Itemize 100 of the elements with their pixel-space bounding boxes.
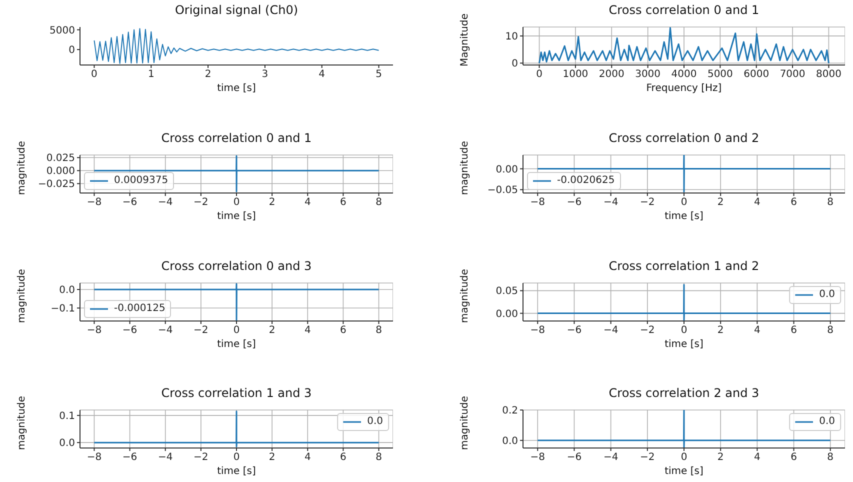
y-axis-title: magnitude	[460, 140, 470, 196]
x-tick-label: 0	[680, 452, 688, 464]
x-tick-label: −8	[86, 197, 102, 208]
x-tick-label: 0	[233, 197, 240, 208]
x-tick-label: 3000	[635, 69, 661, 80]
x-tick-label: 5	[376, 69, 382, 80]
line-series	[94, 28, 380, 64]
chart-title: Cross correlation 0 and 1	[160, 130, 313, 147]
x-axis-title: time [s]	[664, 466, 704, 477]
legend-label: 0.0009375	[114, 174, 168, 188]
x-tick-label: −4	[158, 325, 173, 336]
x-tick-label: −8	[86, 452, 102, 464]
x-axis-title: time [s]	[216, 339, 257, 350]
chart-title: Cross correlation 1 and 3	[160, 385, 313, 402]
x-tick-label: 8	[376, 197, 382, 208]
legend-label: 0.0	[367, 415, 383, 429]
x-tick-label: 0	[680, 325, 688, 336]
x-tick-label: 4	[318, 69, 326, 80]
y-tick-label: 0.1	[59, 410, 75, 422]
x-tick-label: 4	[304, 452, 311, 464]
x-tick-label: 8000	[816, 69, 842, 80]
x-axis-title: time [s]	[664, 211, 704, 222]
y-tick-label: 0.0	[502, 436, 518, 447]
x-tick-label: 6	[790, 452, 797, 464]
y-axis-title: Magnitude	[460, 14, 470, 66]
x-tick-label: 0	[91, 69, 98, 80]
y-axis-title: magnitude	[460, 268, 470, 324]
chart-title: Cross correlation 0 and 2	[608, 130, 760, 147]
x-tick-label: 1000	[562, 69, 588, 80]
y-tick-label: 0.05	[496, 286, 518, 298]
x-tick-label: 6000	[744, 69, 770, 80]
x-tick-label: −2	[640, 197, 655, 208]
x-tick-label: 2	[268, 325, 276, 336]
x-axis-title: time [s]	[216, 211, 257, 222]
x-tick-label: −4	[603, 325, 618, 336]
x-tick-label: 0	[680, 197, 688, 208]
x-tick-label: −8	[530, 452, 546, 464]
x-tick-label: 2	[204, 69, 212, 80]
y-axis-title: magnitude	[460, 396, 470, 450]
x-tick-label: 8	[376, 452, 382, 464]
x-axis-title: time [s]	[664, 339, 704, 350]
x-tick-label: −6	[122, 325, 138, 336]
x-axis-title: Frequency [Hz]	[645, 83, 723, 94]
x-tick-label: −4	[158, 197, 173, 208]
x-tick-label: 7000	[780, 69, 806, 80]
x-tick-label: 0	[233, 325, 240, 336]
x-tick-label: −4	[603, 197, 618, 208]
chart-title: Cross correlation 2 and 3	[608, 385, 760, 402]
y-tick-label: −0.05	[487, 185, 518, 196]
line-series	[538, 27, 830, 64]
x-tick-label: 2000	[598, 69, 624, 80]
x-tick-label: 2	[717, 197, 724, 208]
x-tick-label: 2	[717, 452, 724, 464]
x-tick-label: 0	[536, 69, 542, 80]
x-tick-label: 8	[827, 325, 834, 336]
y-tick-label: 0.000	[46, 166, 75, 178]
x-tick-label: 6	[790, 197, 797, 208]
x-tick-label: −4	[158, 452, 173, 464]
x-tick-label: 4	[304, 197, 311, 208]
y-axis-title: magnitude	[16, 396, 28, 450]
y-axis-title: magnitude	[16, 140, 28, 196]
x-tick-label: −2	[194, 325, 208, 336]
chart-title: Cross correlation 0 and 3	[160, 258, 313, 275]
x-tick-label: 6	[340, 197, 346, 208]
x-tick-label: −8	[86, 325, 102, 336]
legend-label: 0.0	[819, 288, 835, 302]
y-tick-label: −0.025	[38, 179, 75, 190]
x-tick-label: 6	[340, 325, 346, 336]
x-tick-label: 2	[268, 197, 276, 208]
y-axis-title: magnitude	[16, 268, 28, 324]
chart-title: Cross correlation 0 and 1	[608, 2, 760, 19]
x-tick-label: −6	[566, 452, 582, 464]
x-tick-label: −6	[566, 197, 582, 208]
x-axis-title: time [s]	[216, 466, 257, 477]
x-tick-label: 4	[754, 197, 760, 208]
x-tick-label: 5000	[707, 69, 733, 80]
x-tick-label: −6	[122, 197, 138, 208]
x-tick-label: 8	[827, 197, 834, 208]
y-tick-label: 0	[512, 58, 518, 70]
x-tick-label: 4000	[671, 69, 697, 80]
x-tick-label: −2	[640, 325, 655, 336]
x-tick-label: 4	[304, 325, 311, 336]
y-tick-label: 5000	[50, 25, 75, 36]
x-tick-label: −8	[530, 197, 546, 208]
legend-label: -0.0020625	[557, 174, 615, 188]
x-tick-label: −4	[603, 452, 618, 464]
x-tick-label: 4	[754, 452, 760, 464]
y-tick-label: −0.1	[50, 304, 75, 315]
y-tick-label: 0.00	[496, 164, 518, 176]
x-tick-label: −6	[122, 452, 138, 464]
x-tick-label: 8	[827, 452, 834, 464]
x-tick-label: −2	[194, 452, 208, 464]
x-tick-label: 4	[754, 325, 760, 336]
y-tick-label: 0.0	[59, 285, 75, 296]
y-tick-label: 0	[68, 45, 75, 56]
x-tick-label: −6	[566, 325, 582, 336]
legend-label: -0.000125	[114, 302, 166, 316]
legend-label: 0.0	[819, 415, 835, 429]
x-tick-label: 1	[148, 69, 154, 80]
x-tick-label: 2	[268, 452, 276, 464]
